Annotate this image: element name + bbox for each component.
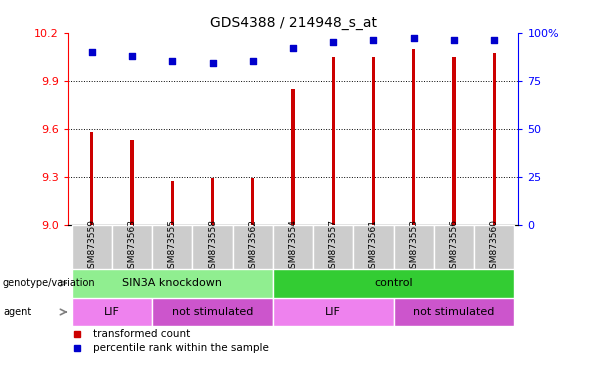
Point	[87, 49, 97, 55]
Bar	[412, 49, 415, 225]
Bar	[332, 57, 335, 225]
Bar	[452, 57, 455, 225]
Point	[289, 45, 298, 51]
Bar	[273, 225, 313, 269]
Text: GSM873556: GSM873556	[449, 219, 458, 274]
Point	[409, 35, 418, 41]
Text: GSM873555: GSM873555	[168, 219, 177, 274]
Point	[449, 37, 459, 43]
Bar	[233, 225, 273, 269]
Text: agent: agent	[3, 307, 31, 317]
Text: GSM873553: GSM873553	[409, 219, 418, 274]
Text: GSM873563: GSM873563	[128, 219, 137, 274]
Point	[127, 53, 137, 59]
Bar	[251, 178, 254, 225]
Bar	[372, 57, 375, 225]
Point	[208, 60, 217, 66]
Point	[248, 58, 257, 65]
Title: GDS4388 / 214948_s_at: GDS4388 / 214948_s_at	[210, 16, 376, 30]
Bar	[434, 225, 474, 269]
Bar	[72, 269, 273, 298]
Point	[369, 37, 378, 43]
Bar	[492, 53, 496, 225]
Text: LIF: LIF	[325, 307, 341, 317]
Text: GSM873557: GSM873557	[329, 219, 337, 274]
Text: not stimulated: not stimulated	[413, 307, 495, 317]
Text: GSM873562: GSM873562	[249, 219, 257, 274]
Text: not stimulated: not stimulated	[172, 307, 253, 317]
Bar	[152, 298, 273, 326]
Bar	[353, 225, 393, 269]
Bar	[393, 225, 434, 269]
Text: genotype/variation: genotype/variation	[3, 278, 95, 288]
Bar	[131, 140, 134, 225]
Bar	[112, 225, 152, 269]
Bar	[211, 178, 214, 225]
Text: GSM873554: GSM873554	[289, 219, 297, 274]
Bar	[273, 298, 393, 326]
Text: percentile rank within the sample: percentile rank within the sample	[92, 343, 269, 353]
Bar	[393, 298, 514, 326]
Text: SIN3A knockdown: SIN3A knockdown	[123, 278, 222, 288]
Point	[168, 58, 177, 65]
Text: GSM873559: GSM873559	[87, 219, 97, 274]
Bar	[193, 225, 233, 269]
Bar	[72, 225, 112, 269]
Text: control: control	[374, 278, 413, 288]
Bar	[72, 298, 152, 326]
Text: transformed count: transformed count	[92, 329, 190, 339]
Bar	[292, 89, 294, 225]
Bar	[313, 225, 353, 269]
Text: GSM873558: GSM873558	[208, 219, 217, 274]
Bar	[171, 182, 174, 225]
Point	[329, 39, 338, 45]
Text: GSM873560: GSM873560	[489, 219, 499, 274]
Bar	[90, 132, 94, 225]
Text: LIF: LIF	[104, 307, 120, 317]
Point	[489, 37, 499, 43]
Bar	[273, 269, 514, 298]
Text: GSM873561: GSM873561	[369, 219, 378, 274]
Bar	[474, 225, 514, 269]
Bar	[152, 225, 193, 269]
